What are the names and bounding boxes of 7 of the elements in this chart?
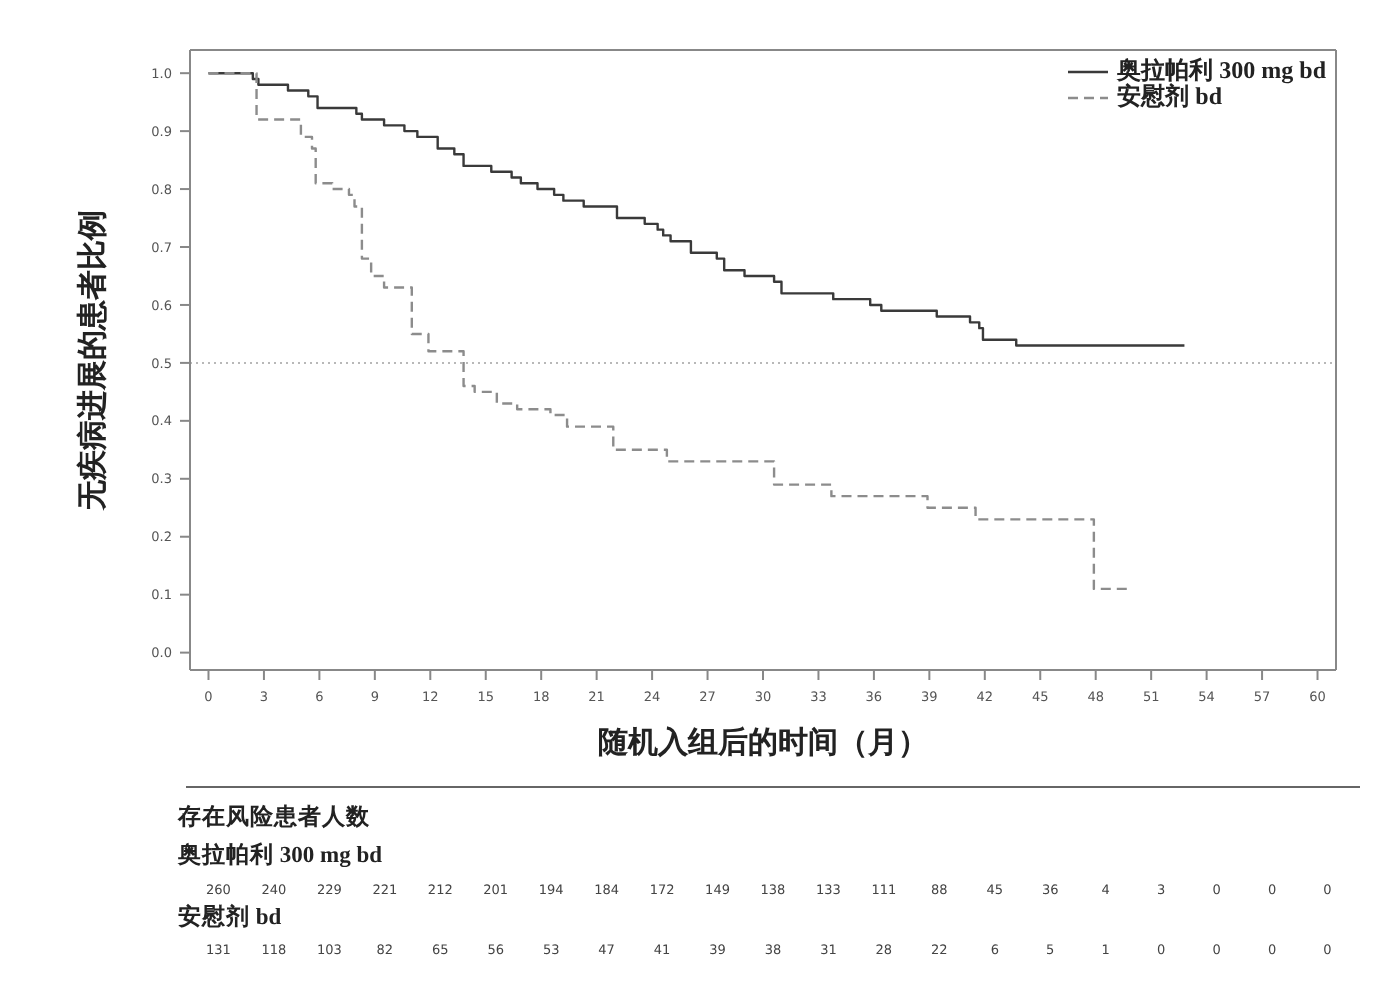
y-axis-title: 无疾病进展的患者比例 (76, 210, 110, 512)
legend-label: 奥拉帕利 300 mg bd (1117, 56, 1326, 84)
text: 奥拉帕利 300 mg bd (178, 840, 382, 870)
text: 安慰剂 bd (178, 902, 282, 932)
x-axis-title: 随机入组后的时间（月） (598, 726, 928, 760)
text: 存在风险患者人数 (178, 802, 370, 832)
legend-label: 安慰剂 bd (1117, 82, 1223, 110)
